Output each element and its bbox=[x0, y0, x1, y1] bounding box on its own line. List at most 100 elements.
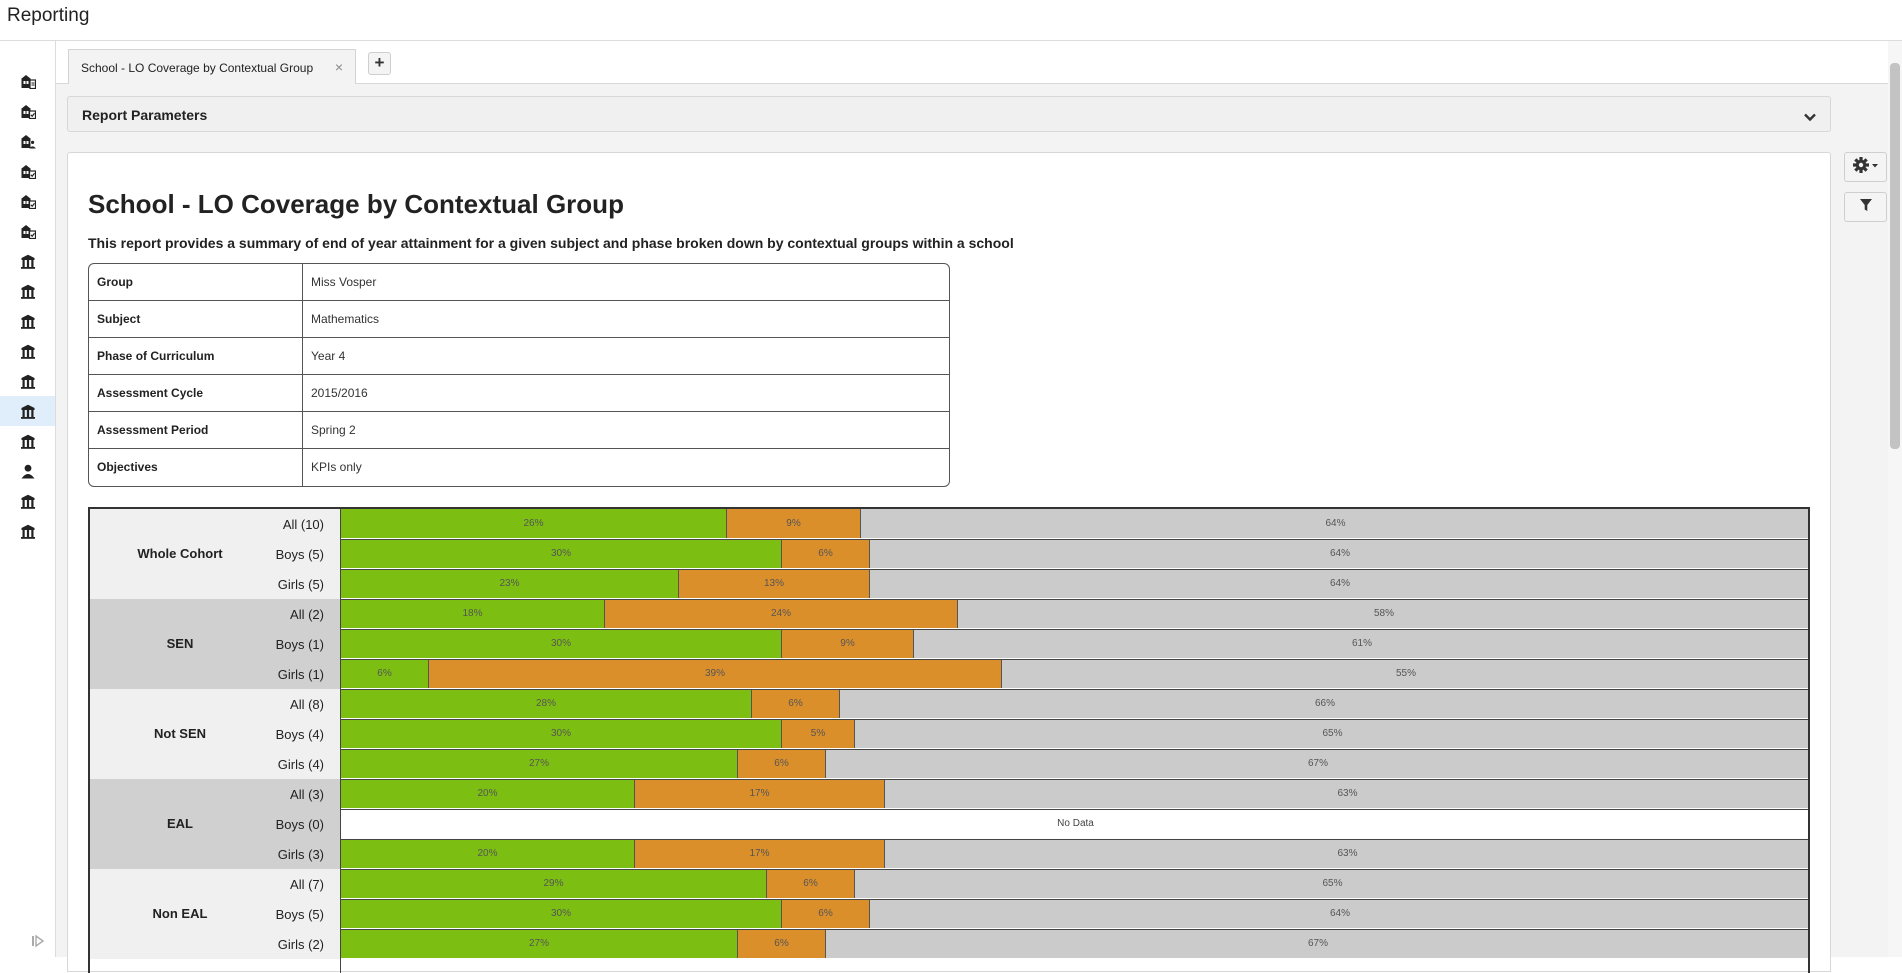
row-divider bbox=[341, 929, 1808, 930]
sidebar-item-9[interactable] bbox=[0, 306, 55, 336]
parameter-key: Subject bbox=[89, 301, 303, 337]
row-label: Boys (5) bbox=[275, 907, 324, 922]
bar-segment-grey: 66% bbox=[840, 689, 1808, 718]
tab-report[interactable]: School - LO Coverage by Contextual Group… bbox=[68, 49, 356, 85]
row-label: Boys (0) bbox=[275, 817, 324, 832]
page-scrollbar[interactable] bbox=[1888, 41, 1902, 957]
bar-segment-orange: 6% bbox=[782, 899, 870, 928]
parameter-value: Mathematics bbox=[311, 312, 380, 326]
sidebar-item-14[interactable] bbox=[0, 456, 55, 486]
bar-row: 27% 6% 67% bbox=[341, 929, 1808, 958]
row-divider bbox=[341, 839, 1808, 840]
school-building-icon bbox=[20, 284, 36, 299]
school-person-icon bbox=[20, 134, 36, 149]
group-label: Non EAL bbox=[152, 906, 208, 921]
gear-icon bbox=[1852, 156, 1880, 179]
school-building-icon bbox=[20, 404, 36, 419]
expand-sidebar-icon[interactable] bbox=[31, 934, 45, 953]
bar-segment-orange: 6% bbox=[767, 869, 855, 898]
parameter-row: Assessment Cycle 2015/2016 bbox=[89, 375, 949, 412]
sidebar-item-15[interactable] bbox=[0, 486, 55, 516]
group-label: Whole Cohort bbox=[137, 546, 223, 561]
sidebar-item-6[interactable] bbox=[0, 216, 55, 246]
sidebar-item-8[interactable] bbox=[0, 276, 55, 306]
sidebar-item-2[interactable] bbox=[0, 96, 55, 126]
report-parameters-panel[interactable]: Report Parameters bbox=[67, 96, 1831, 132]
parameter-value: KPIs only bbox=[311, 460, 362, 474]
sidebar-item-7[interactable] bbox=[0, 246, 55, 276]
bar-segment-orange: 6% bbox=[752, 689, 840, 718]
group-label: SEN bbox=[166, 636, 194, 651]
bar-segment-orange: 13% bbox=[679, 569, 870, 598]
bar-segment-grey: 61% bbox=[914, 629, 1808, 658]
row-divider bbox=[341, 689, 1808, 690]
parameter-key: Objectives bbox=[89, 449, 303, 486]
sidebar-item-4[interactable] bbox=[0, 156, 55, 186]
bar-row: 23% 13% 64% bbox=[341, 569, 1808, 598]
bar-segment-green: 30% bbox=[341, 629, 782, 658]
report-title: School - LO Coverage by Contextual Group bbox=[88, 189, 624, 219]
school-building-icon bbox=[20, 524, 36, 539]
sidebar-item-12[interactable] bbox=[0, 396, 55, 426]
row-label: All (8) bbox=[290, 697, 324, 712]
parameter-row: Group Miss Vosper bbox=[89, 264, 949, 301]
bar-segment-green: 27% bbox=[341, 929, 738, 958]
parameters-table: Group Miss Vosper Subject Mathematics Phase … bbox=[88, 263, 950, 487]
settings-button[interactable] bbox=[1844, 152, 1887, 182]
add-tab-button[interactable]: + bbox=[368, 52, 391, 75]
scrollbar-thumb[interactable] bbox=[1890, 63, 1900, 449]
sidebar-item-13[interactable] bbox=[0, 426, 55, 456]
sidebar-item-16[interactable] bbox=[0, 516, 55, 546]
school-building-icon bbox=[20, 314, 36, 329]
tab-label: School - LO Coverage by Contextual Group bbox=[81, 60, 314, 75]
bar-segment-green: 20% bbox=[341, 839, 635, 868]
school-check-icon bbox=[20, 224, 36, 239]
parameter-key: Assessment Cycle bbox=[89, 375, 303, 411]
school-check-icon bbox=[20, 104, 36, 119]
sidebar-item-3[interactable] bbox=[0, 126, 55, 156]
chart-group: Whole Cohort All (10) Boys (5) Girls (5) bbox=[90, 509, 340, 599]
row-divider bbox=[341, 719, 1808, 720]
bar-row: 6% 39% 55% bbox=[341, 659, 1808, 688]
chevron-down-icon[interactable] bbox=[1804, 109, 1816, 127]
row-label: All (7) bbox=[290, 877, 324, 892]
bar-segment-green: 28% bbox=[341, 689, 752, 718]
bar-segment-grey: 65% bbox=[855, 869, 1808, 898]
sidebar-item-5[interactable] bbox=[0, 186, 55, 216]
report-description: This report provides a summary of end of… bbox=[88, 235, 1014, 251]
bar-segment-orange: 24% bbox=[605, 599, 958, 628]
bar-segment-orange: 6% bbox=[738, 929, 826, 958]
row-divider bbox=[341, 629, 1808, 630]
chart-divider bbox=[340, 509, 341, 973]
sidebar-item-1[interactable] bbox=[0, 66, 55, 96]
parameter-row: Subject Mathematics bbox=[89, 301, 949, 338]
parameter-row: Objectives KPIs only bbox=[89, 449, 949, 486]
filter-button[interactable] bbox=[1844, 192, 1887, 222]
bar-row: 30% 5% 65% bbox=[341, 719, 1808, 748]
sidebar-item-10[interactable] bbox=[0, 336, 55, 366]
row-divider bbox=[341, 539, 1808, 540]
parameter-key: Phase of Curriculum bbox=[89, 338, 303, 374]
row-divider bbox=[341, 569, 1808, 570]
chart-group: EAL All (3) Boys (0) Girls (3) bbox=[90, 779, 340, 869]
app-header: Reporting bbox=[0, 0, 1902, 41]
bar-segment-grey: 64% bbox=[870, 569, 1808, 598]
close-icon[interactable]: × bbox=[334, 59, 343, 75]
school-check-icon bbox=[20, 164, 36, 179]
report-parameters-title: Report Parameters bbox=[82, 107, 208, 123]
row-label: All (2) bbox=[290, 607, 324, 622]
sidebar-item-11[interactable] bbox=[0, 366, 55, 396]
bar-segment-orange: 5% bbox=[782, 719, 855, 748]
bar-segment-grey: 65% bbox=[855, 719, 1808, 748]
row-label: All (3) bbox=[290, 787, 324, 802]
bar-segment-orange: 6% bbox=[738, 749, 826, 778]
row-label: Girls (2) bbox=[277, 937, 324, 952]
bar-segment-green: 27% bbox=[341, 749, 738, 778]
bar-segment-grey: 64% bbox=[861, 509, 1808, 538]
bar-row: 30% 9% 61% bbox=[341, 629, 1808, 658]
bar-segment-orange: 39% bbox=[429, 659, 1002, 688]
bar-segment-grey: 63% bbox=[885, 779, 1808, 808]
bar-segment-grey: 67% bbox=[826, 749, 1808, 778]
bar-segment-green: 30% bbox=[341, 719, 782, 748]
chart-group: Non EAL All (7) Boys (5) Girls (2) bbox=[90, 869, 340, 959]
